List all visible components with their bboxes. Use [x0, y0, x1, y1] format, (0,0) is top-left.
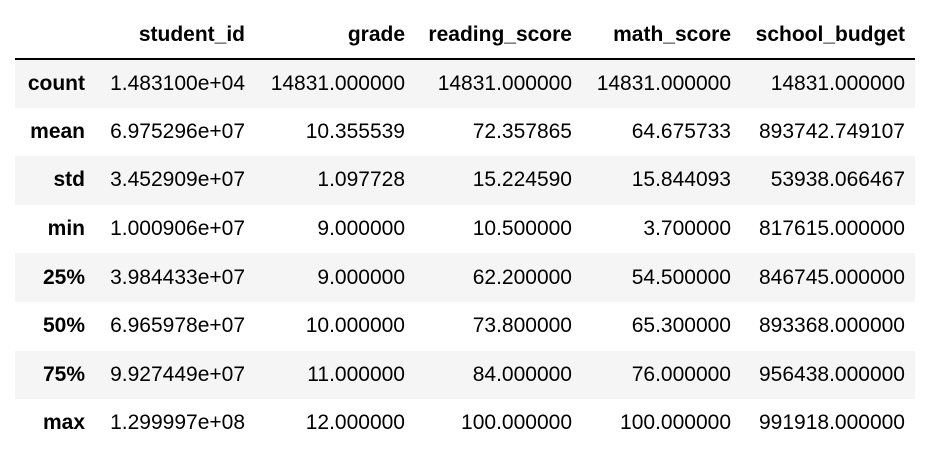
- table-cell: 53938.066467: [770, 168, 905, 192]
- table-row: 25% 3.984433e+07 9.000000 62.200000 54.50000…: [15, 253, 915, 302]
- table-header: student_id grade reading_score math_score sc…: [15, 0, 915, 60]
- table-cell: 100.000000: [620, 411, 731, 435]
- table-cell: 11.000000: [307, 362, 405, 386]
- describe-table: student_id grade reading_score math_score sc…: [15, 0, 915, 448]
- table-cell: 3.984433e+07: [110, 265, 245, 289]
- table-cell: 1.483100e+04: [110, 71, 245, 95]
- table-row: mean 6.975296e+07 10.355539 72.357865 64.675…: [15, 108, 915, 157]
- table-cell: 10.500000: [472, 217, 572, 241]
- table-cell: 9.000000: [317, 265, 405, 289]
- index-header: [15, 0, 95, 60]
- table-cell: 14831.000000: [770, 71, 905, 95]
- table-row: 75% 9.927449e+07 11.000000 84.000000 76.0000…: [15, 350, 915, 400]
- table-cell: 10.000000: [305, 314, 405, 338]
- table-row: count 1.483100e+04 14831.000000 14831.00000…: [15, 59, 915, 108]
- table-cell: 15.224590: [472, 168, 572, 192]
- column-header-grade: grade: [255, 0, 415, 60]
- table-row: std 3.452909e+07 1.097728 15.224590 15.84409…: [15, 156, 915, 205]
- table-cell: 76.000000: [631, 362, 731, 386]
- row-label: 50%: [42, 314, 85, 338]
- table-row: 50% 6.965978e+07 10.000000 73.800000 65.3000…: [15, 302, 915, 351]
- row-label: max: [42, 411, 85, 435]
- table-cell: 14831.000000: [596, 71, 731, 95]
- table-cell: 14831.000000: [270, 71, 405, 95]
- table-cell: 9.927449e+07: [110, 362, 245, 386]
- table-cell: 6.975296e+07: [110, 119, 245, 143]
- table-cell: 15.844093: [631, 168, 731, 192]
- table-cell: 1.000906e+07: [110, 217, 245, 241]
- row-label: mean: [30, 119, 85, 143]
- table-cell: 54.500000: [631, 265, 731, 289]
- table-cell: 3.452909e+07: [110, 168, 245, 192]
- table-cell: 893742.749107: [759, 119, 905, 143]
- table-cell: 72.357865: [472, 119, 572, 143]
- table-cell: 1.097728: [317, 168, 405, 192]
- table-cell: 62.200000: [472, 265, 572, 289]
- row-label: std: [53, 168, 86, 192]
- table-row: min 1.000906e+07 9.000000 10.500000 3.700000…: [15, 205, 915, 254]
- table-cell: 73.800000: [472, 314, 572, 338]
- column-header-school-budget: school_budget: [741, 0, 915, 60]
- column-header-student-id: student_id: [95, 0, 255, 60]
- table-cell: 846745.000000: [759, 265, 905, 289]
- table-cell: 84.000000: [472, 362, 572, 386]
- table-cell: 3.700000: [643, 217, 731, 241]
- column-header-math-score: math_score: [582, 0, 741, 60]
- table-cell: 100.000000: [461, 411, 572, 435]
- table-cell: 10.355539: [305, 119, 405, 143]
- table-cell: 9.000000: [317, 217, 405, 241]
- table-cell: 1.299997e+08: [110, 411, 245, 435]
- table-cell: 65.300000: [631, 314, 731, 338]
- row-label: min: [47, 217, 85, 241]
- table-cell: 6.965978e+07: [110, 314, 245, 338]
- table-cell: 991918.000000: [759, 411, 905, 435]
- column-header-reading-score: reading_score: [415, 0, 582, 60]
- table-cell: 817615.000000: [759, 217, 905, 241]
- table-cell: 893368.000000: [759, 314, 905, 338]
- row-label: count: [27, 71, 85, 95]
- row-label: 25%: [42, 265, 85, 289]
- table-cell: 64.675733: [631, 119, 731, 143]
- row-label: 75%: [42, 362, 85, 386]
- table-cell: 12.000000: [305, 411, 405, 435]
- table-body: count 1.483100e+04 14831.000000 14831.00000…: [15, 59, 915, 448]
- table-cell: 956438.000000: [759, 362, 905, 386]
- table-row: max 1.299997e+08 12.000000 100.000000 100.00…: [15, 399, 915, 448]
- table-cell: 14831.000000: [437, 71, 572, 95]
